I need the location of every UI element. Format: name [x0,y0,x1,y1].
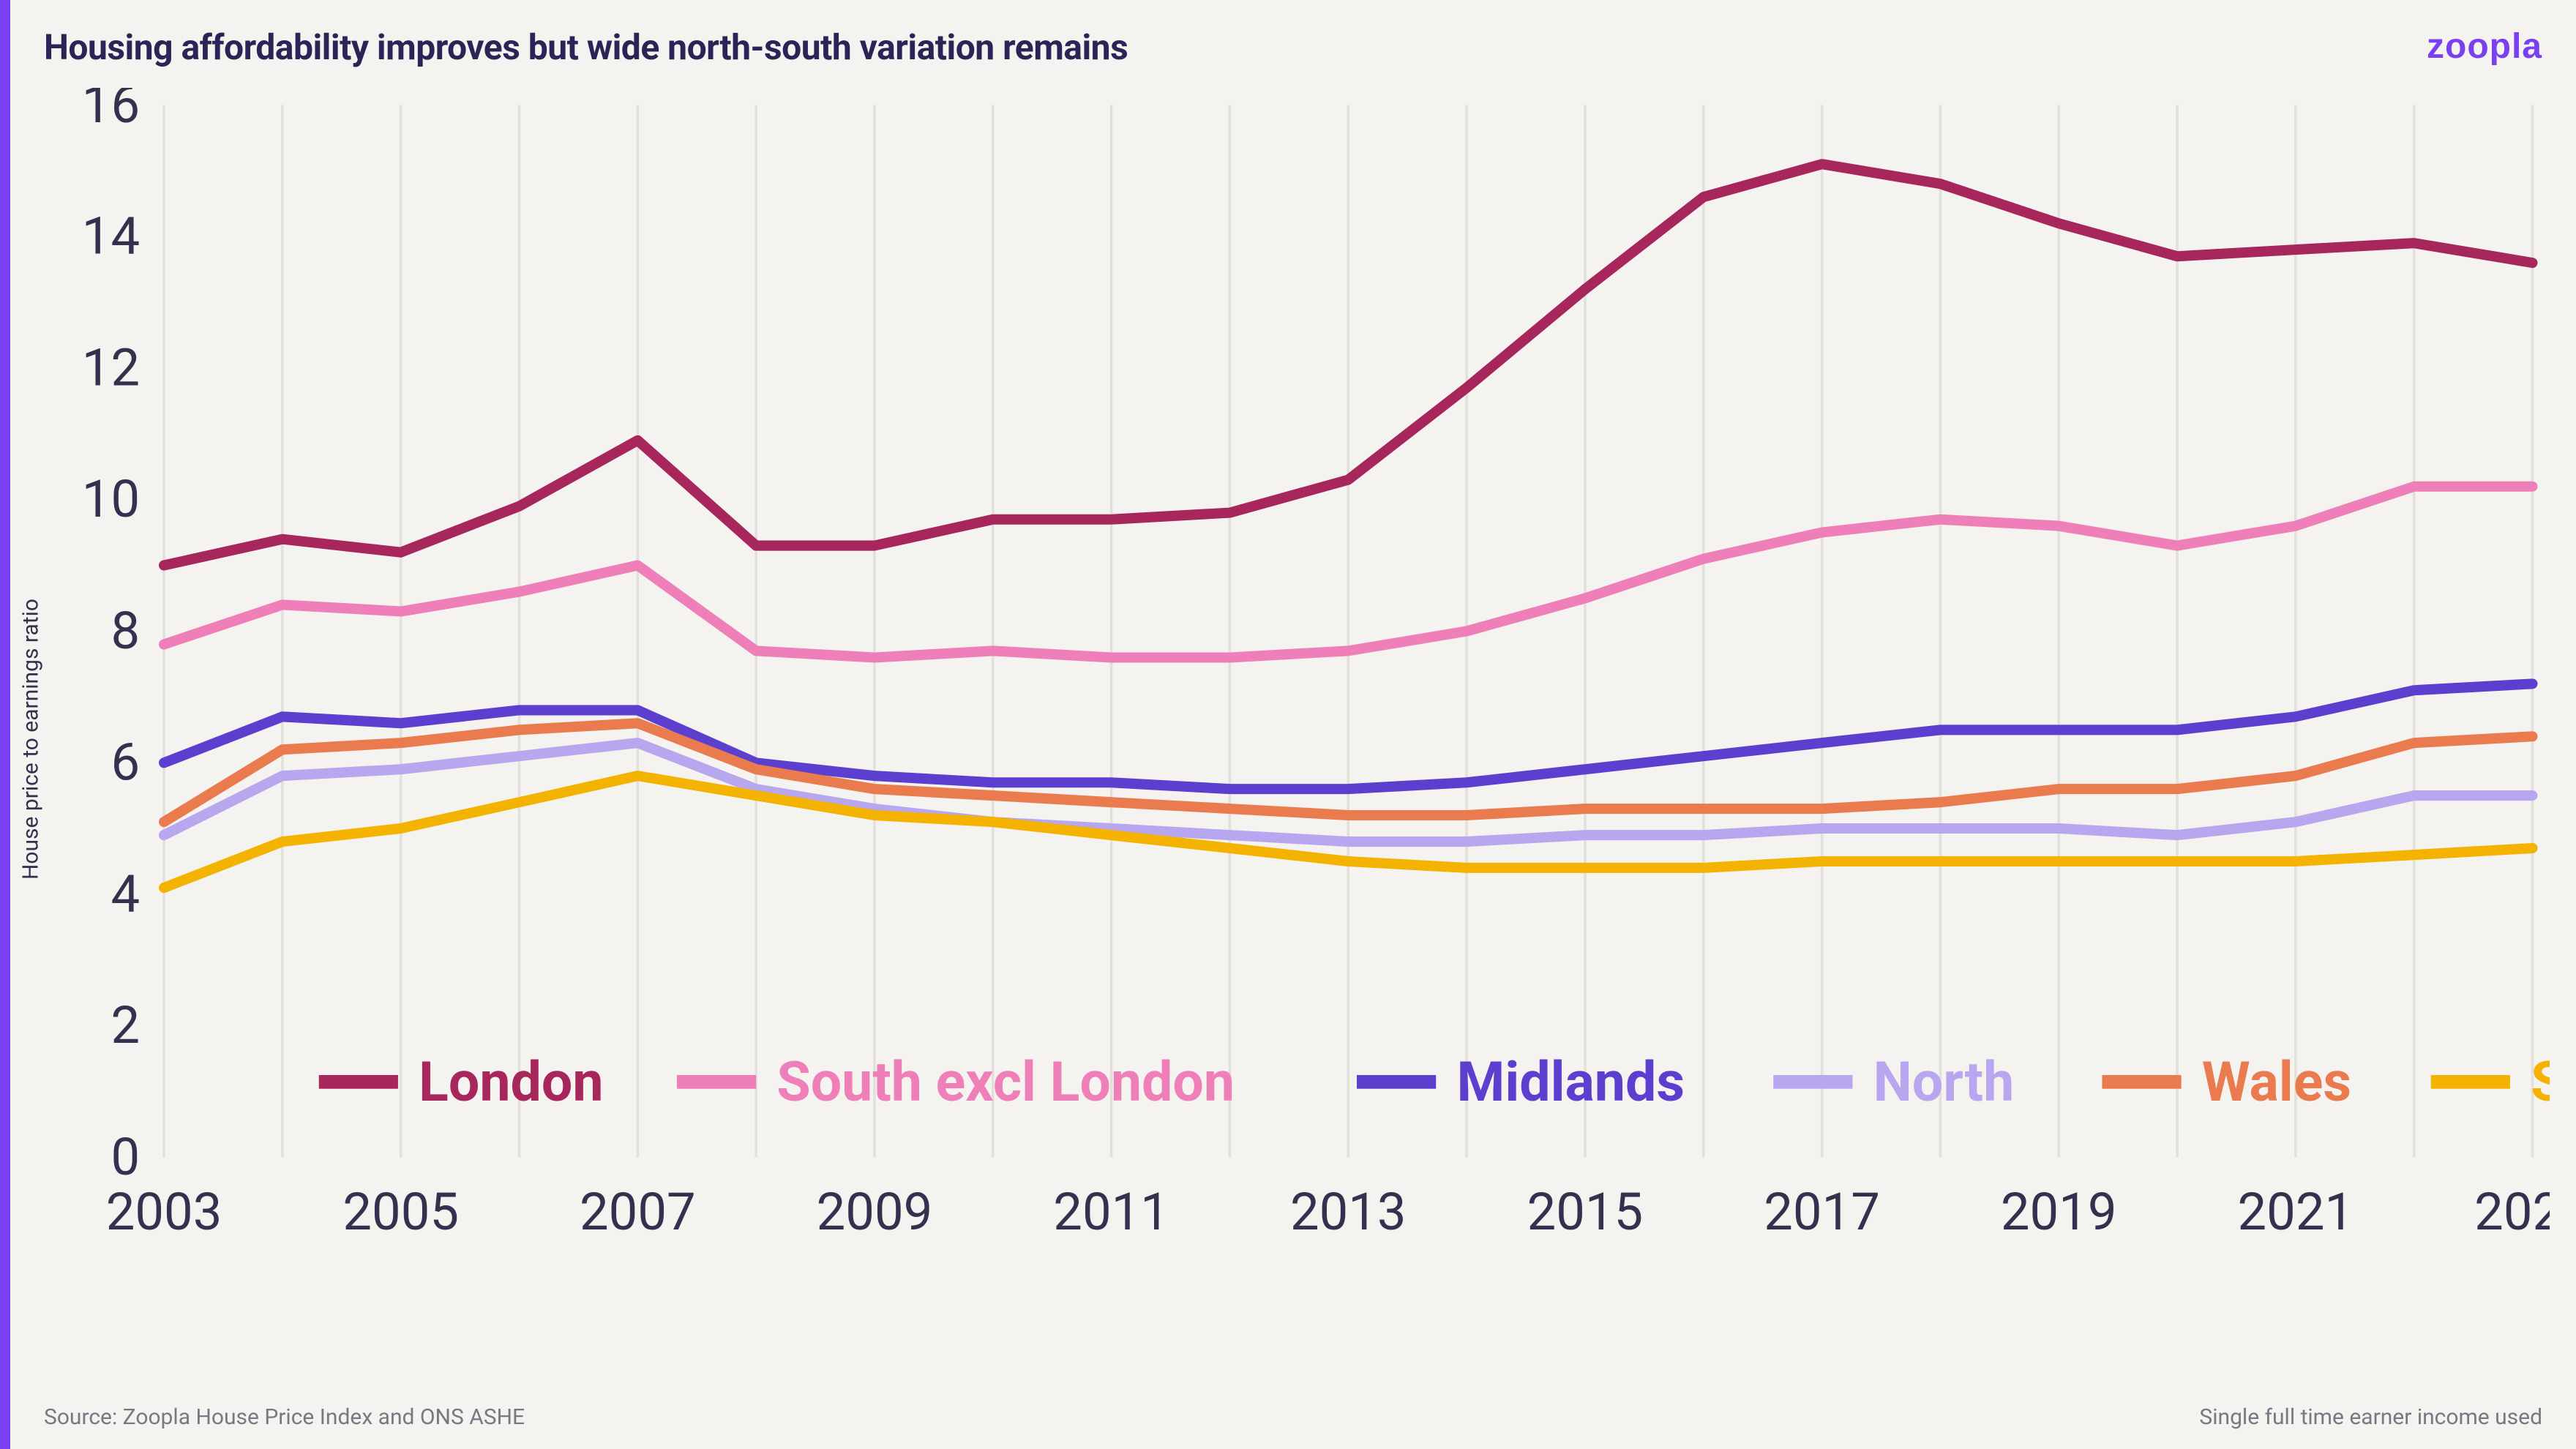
svg-text:16: 16 [82,88,140,135]
line-chart-svg: 0 2 4 6 8 10 12 14 16 2003 2005 2007 2009 2011 2013 201… [37,88,2550,1390]
svg-text:0: 0 [111,1128,140,1188]
legend-label: London [419,1050,603,1115]
svg-text:2007: 2007 [580,1183,696,1243]
svg-text:10: 10 [82,470,140,530]
svg-text:2005: 2005 [342,1183,459,1243]
x-gridlines [164,105,2532,1157]
svg-text:2009: 2009 [817,1183,933,1243]
svg-text:12: 12 [82,338,140,398]
legend-label: North [1873,1050,2015,1115]
svg-text:8: 8 [111,602,140,662]
legend-label: Midlands [1456,1050,1685,1115]
svg-text:2013: 2013 [1290,1183,1407,1243]
svg-text:2019: 2019 [2001,1183,2117,1243]
x-axis: 2003 2005 2007 2009 2011 2013 2015 2017 2019 2021… [106,1183,2550,1243]
svg-text:2021: 2021 [2238,1183,2354,1243]
svg-text:2: 2 [111,996,140,1056]
y-axis-label: House price to earnings ratio [18,599,44,880]
svg-text:2011: 2011 [1053,1183,1169,1243]
svg-text:4: 4 [111,865,140,925]
title-row: Housing affordability improves but wide … [44,26,2542,68]
svg-text:14: 14 [82,207,140,267]
legend-label: South excl London [776,1050,1235,1115]
chart-title: Housing affordability improves but wide … [44,26,1128,68]
legend: London South excl London Midlands North Wale… [319,1050,2550,1115]
y-axis: 0 2 4 6 8 10 12 14 16 [82,88,140,1188]
svg-text:2023: 2023 [2474,1183,2550,1243]
legend-label: Wales [2202,1050,2351,1115]
brand-logo: zoopla [2427,26,2542,67]
svg-text:2015: 2015 [1527,1183,1644,1243]
svg-text:6: 6 [111,733,140,793]
plot-area: House price to earnings ratio 0246810121… [37,88,2550,1390]
caption-text: Single full time earner income used [2199,1404,2542,1430]
footer-row: Source: Zoopla House Price Index and ONS… [44,1404,2542,1430]
legend-label: Scotland [2531,1050,2550,1115]
svg-text:2017: 2017 [1764,1183,1880,1243]
chart-frame: Housing affordability improves but wide … [0,0,2576,1449]
svg-text:2003: 2003 [106,1183,222,1243]
source-text: Source: Zoopla House Price Index and ONS… [44,1404,525,1430]
